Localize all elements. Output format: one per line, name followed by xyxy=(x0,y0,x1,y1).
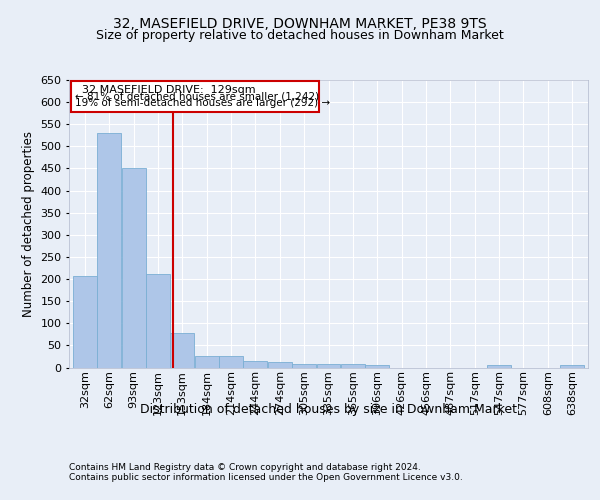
Bar xyxy=(365,366,389,368)
Text: 32, MASEFIELD DRIVE, DOWNHAM MARKET, PE38 9TS: 32, MASEFIELD DRIVE, DOWNHAM MARKET, PE3… xyxy=(113,18,487,32)
Text: Contains HM Land Registry data © Crown copyright and database right 2024.: Contains HM Land Registry data © Crown c… xyxy=(69,462,421,471)
FancyBboxPatch shape xyxy=(71,81,319,112)
Bar xyxy=(341,364,365,368)
Y-axis label: Number of detached properties: Number of detached properties xyxy=(22,130,35,317)
Bar xyxy=(122,168,146,368)
Bar xyxy=(244,361,268,368)
Bar xyxy=(146,274,170,368)
Bar xyxy=(268,362,292,368)
Text: Distribution of detached houses by size in Downham Market: Distribution of detached houses by size … xyxy=(140,402,517,415)
Bar xyxy=(560,366,584,368)
Bar xyxy=(292,364,316,368)
Bar xyxy=(317,364,340,368)
Text: Size of property relative to detached houses in Downham Market: Size of property relative to detached ho… xyxy=(96,28,504,42)
Bar xyxy=(73,276,97,368)
Text: 32 MASEFIELD DRIVE:  129sqm: 32 MASEFIELD DRIVE: 129sqm xyxy=(75,86,256,96)
Bar xyxy=(97,133,121,368)
Bar xyxy=(487,366,511,368)
Text: ← 81% of detached houses are smaller (1,242): ← 81% of detached houses are smaller (1,… xyxy=(75,92,319,102)
Text: 19% of semi-detached houses are larger (292) →: 19% of semi-detached houses are larger (… xyxy=(75,98,330,108)
Bar xyxy=(219,356,243,368)
Text: Contains public sector information licensed under the Open Government Licence v3: Contains public sector information licen… xyxy=(69,472,463,482)
Bar xyxy=(195,356,218,368)
Bar xyxy=(170,334,194,368)
